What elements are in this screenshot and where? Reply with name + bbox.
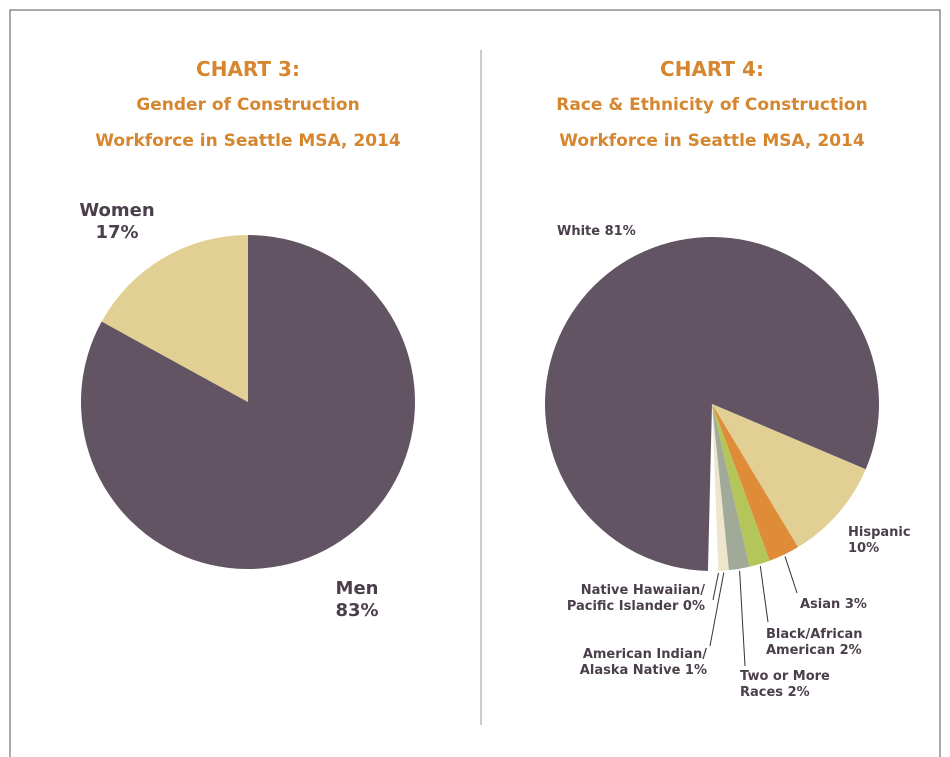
value-label: 83% — [335, 599, 379, 621]
chart-subtitle: Race & Ethnicity of Construction — [556, 95, 868, 115]
category-label: Hispanic — [848, 525, 911, 540]
pie-slice — [101, 235, 248, 402]
slice-label: Native Hawaiian/ Pacific Islander 0% — [545, 583, 705, 614]
category-label: Two or More Races — [740, 669, 830, 700]
leader-line — [759, 565, 769, 623]
pie-slice — [712, 404, 866, 548]
value-label: 17% — [95, 221, 139, 243]
value-label: 10% — [848, 540, 880, 556]
pie-slice — [712, 404, 799, 561]
leader-line — [784, 556, 798, 594]
category-label: Women — [79, 200, 155, 221]
slice-label: Men 83% — [335, 578, 378, 621]
category-label: White — [557, 224, 601, 239]
value-label: 2% — [839, 642, 862, 658]
slice-label: American Indian/ Alaska Native 1% — [567, 647, 707, 678]
chart-subtitle: Gender of Construction — [136, 95, 360, 115]
category-label: Black/African American — [766, 627, 863, 658]
chart-title: CHART 3: — [196, 57, 300, 81]
chart-title: CHART 4: — [660, 57, 764, 81]
value-label: 81% — [604, 224, 636, 239]
slice-label: Black/African American 2% — [766, 627, 876, 658]
value-label: 0% — [682, 598, 705, 614]
pie-slice — [712, 404, 729, 571]
category-label: American Indian/ Alaska Native — [579, 647, 707, 678]
value-label: 2% — [787, 684, 810, 700]
pie-slice — [712, 404, 770, 567]
category-label: Men — [335, 578, 379, 599]
chart-subtitle: Workforce in Seattle MSA, 2014 — [559, 131, 865, 151]
slice-label: Hispanic 10% — [848, 525, 911, 556]
slice-label: Women 17% — [79, 200, 154, 243]
slice-label: White 81% — [557, 224, 677, 240]
pie-slice — [81, 235, 416, 570]
value-label: 3% — [844, 597, 867, 612]
chart-subtitle: Workforce in Seattle MSA, 2014 — [95, 131, 401, 151]
slice-label: Two or More Races 2% — [740, 669, 845, 700]
frame — [9, 9, 941, 757]
pie-slice — [712, 404, 750, 571]
category-label: Asian — [800, 597, 841, 612]
value-label: 1% — [684, 662, 707, 678]
slice-label: Asian 3% — [800, 597, 890, 613]
category-label: Native Hawaiian/ Pacific Islander — [566, 583, 705, 614]
leader-line — [739, 570, 746, 667]
leader-line — [712, 572, 719, 601]
leader-line — [709, 572, 725, 647]
pie-slice — [545, 237, 880, 571]
